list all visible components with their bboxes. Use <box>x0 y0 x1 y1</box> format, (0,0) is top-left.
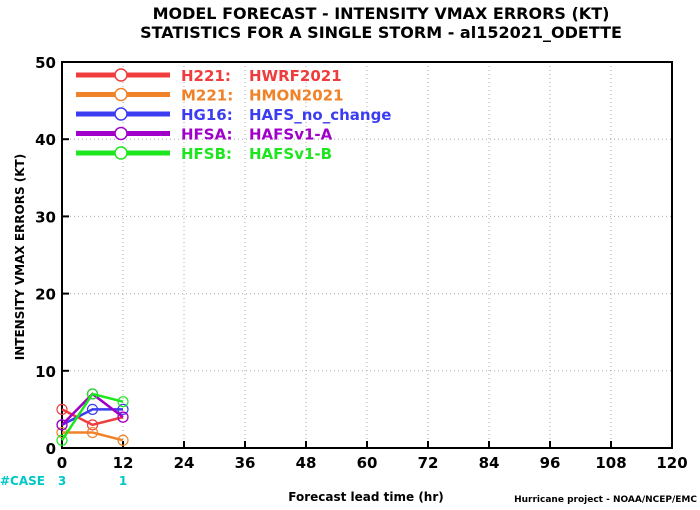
legend-label: M221: HMON2021 <box>181 87 344 105</box>
legend-name: HAFS_no_change <box>249 106 391 124</box>
legend-code: HFSB: <box>181 145 232 163</box>
data-point <box>86 419 99 431</box>
x-tick-label: 12 <box>113 454 134 472</box>
legend-code: HFSA: <box>181 126 233 144</box>
y-tick-label: 20 <box>35 286 56 304</box>
legend-entry: HFSB: HAFSv1-B <box>76 145 332 163</box>
legend-label: H221: HWRF2021 <box>181 67 342 85</box>
series-hafsv1-b <box>56 388 129 446</box>
data-point <box>56 419 68 431</box>
legend-code: HG16: <box>181 106 233 124</box>
x-tick-label: 96 <box>540 454 561 472</box>
chart-title-line1: MODEL FORECAST - INTENSITY VMAX ERRORS (… <box>153 4 610 23</box>
legend-swatch-marker <box>114 68 128 82</box>
legend-entry: H221: HWRF2021 <box>76 67 342 85</box>
x-tick-label: 36 <box>235 454 256 472</box>
grid-lines <box>62 62 672 448</box>
x-axis-label: Forecast lead time (hr) <box>288 490 444 504</box>
y-tick-label: 50 <box>35 54 56 72</box>
y-tick-label: 30 <box>35 208 56 226</box>
chart-title-line2: STATISTICS FOR A SINGLE STORM - al152021… <box>140 23 622 42</box>
data-point <box>56 403 68 415</box>
legend-code: M221: <box>181 87 233 105</box>
x-tick-label: 48 <box>296 454 317 472</box>
data-point <box>117 396 129 408</box>
legend-label: HFSA: HAFSv1-A <box>181 126 333 144</box>
x-tick-label: 120 <box>656 454 687 472</box>
case-label: #CASE <box>0 474 45 488</box>
y-tick-label: 40 <box>35 131 56 149</box>
y-tick-label: 10 <box>35 363 56 381</box>
x-tick-label: 0 <box>57 454 67 472</box>
series-layer <box>56 388 129 446</box>
axis-ticks: 0 12 24 36 48 60 72 84 96 108 120 0 10 20 30 40 50 <box>35 54 688 472</box>
legend-entry: HG16: HAFS_no_change <box>76 106 391 124</box>
data-point <box>86 388 99 400</box>
x-tick-label: 24 <box>174 454 195 472</box>
credit-text: Hurricane project - NOAA/NCEP/EMC <box>514 495 697 505</box>
case-count: 3 <box>58 474 66 488</box>
legend-entry: HFSA: HAFSv1-A <box>76 126 333 144</box>
data-point <box>56 434 68 446</box>
legend-swatch-marker <box>114 126 128 141</box>
x-tick-label: 60 <box>357 454 378 472</box>
y-axis-label: INTENSITY VMAX ERRORS (KT) <box>13 154 27 360</box>
legend: H221: HWRF2021 M221: HMON2021 HG16: HAFS_no_c… <box>76 67 391 163</box>
data-point <box>117 411 129 423</box>
case-counts: #CASE 3 1 <box>0 474 127 488</box>
y-tick-label: 0 <box>46 440 56 458</box>
x-tick-label: 72 <box>418 454 439 472</box>
legend-name: HMON2021 <box>249 87 344 105</box>
legend-code: H221: <box>181 67 231 85</box>
data-point <box>86 403 99 415</box>
series-line <box>60 392 124 441</box>
legend-entry: M221: HMON2021 <box>76 87 344 105</box>
legend-swatch-marker <box>114 107 128 121</box>
x-tick-label: 108 <box>595 454 626 472</box>
legend-label: HG16: HAFS_no_change <box>181 106 391 124</box>
legend-swatch-marker <box>114 146 128 160</box>
series-hmon2021 <box>56 426 129 446</box>
data-point <box>117 403 129 415</box>
x-tick-label: 84 <box>479 454 500 472</box>
data-point <box>86 426 99 439</box>
legend-name: HAFSv1-B <box>249 145 332 163</box>
legend-name: HWRF2021 <box>249 67 342 85</box>
legend-name: HAFSv1-A <box>249 126 333 144</box>
series-line <box>62 431 124 442</box>
case-count: 1 <box>119 474 127 488</box>
data-point <box>117 434 129 446</box>
legend-label: HFSB: HAFSv1-B <box>181 145 332 163</box>
legend-swatch-marker <box>114 87 128 102</box>
